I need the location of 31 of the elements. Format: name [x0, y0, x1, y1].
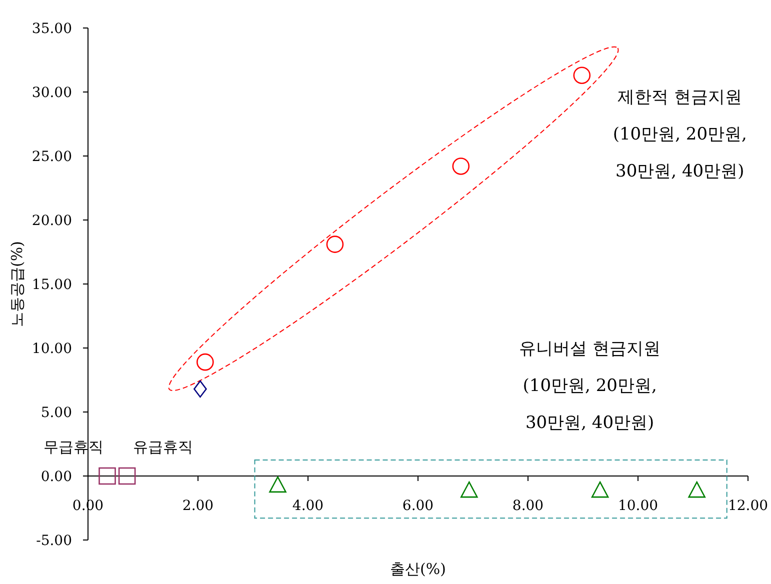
y-tick-label: -5.00: [36, 533, 72, 549]
annotation: 제한적 현금지원 (10만원, 20만원, 30만원, 40만원): [612, 87, 747, 182]
x-tick-label: 6.00: [402, 498, 434, 514]
x-tick-label: 10.00: [618, 498, 658, 514]
y-axis-title: 노동공급(%): [8, 241, 26, 327]
y-tick-label: 0.00: [40, 469, 72, 485]
y-tick-label: 20.00: [32, 213, 72, 229]
y-tick-label: 15.00: [32, 277, 72, 293]
point: [452, 158, 470, 175]
point: [196, 353, 214, 371]
x-tick-label: 4.00: [292, 498, 324, 514]
annotation: 유니버설 현금지원 (10만원, 20만원, 30만원, 40만원): [519, 338, 661, 433]
y-tick-label: 10.00: [32, 341, 72, 357]
point: [460, 481, 478, 498]
x-tick-label: 8.00: [512, 498, 544, 514]
y-tick-label: 25.00: [32, 149, 72, 165]
x-tick-label: 12.00: [728, 498, 768, 514]
point: [573, 66, 591, 84]
x-axis-title: 출산(%): [390, 560, 446, 578]
y-tick-label: 30.00: [32, 85, 72, 101]
point: [269, 476, 286, 493]
point: [98, 467, 116, 485]
x-tick-label: 2.00: [182, 498, 214, 514]
point: [326, 236, 344, 253]
point: [688, 481, 706, 498]
point: [118, 467, 136, 485]
point: [194, 380, 207, 398]
y-tick-label: 35.00: [32, 21, 72, 37]
point: [591, 481, 609, 498]
annotation: 유급휴직: [133, 438, 194, 456]
y-tick-label: 5.00: [40, 405, 72, 421]
